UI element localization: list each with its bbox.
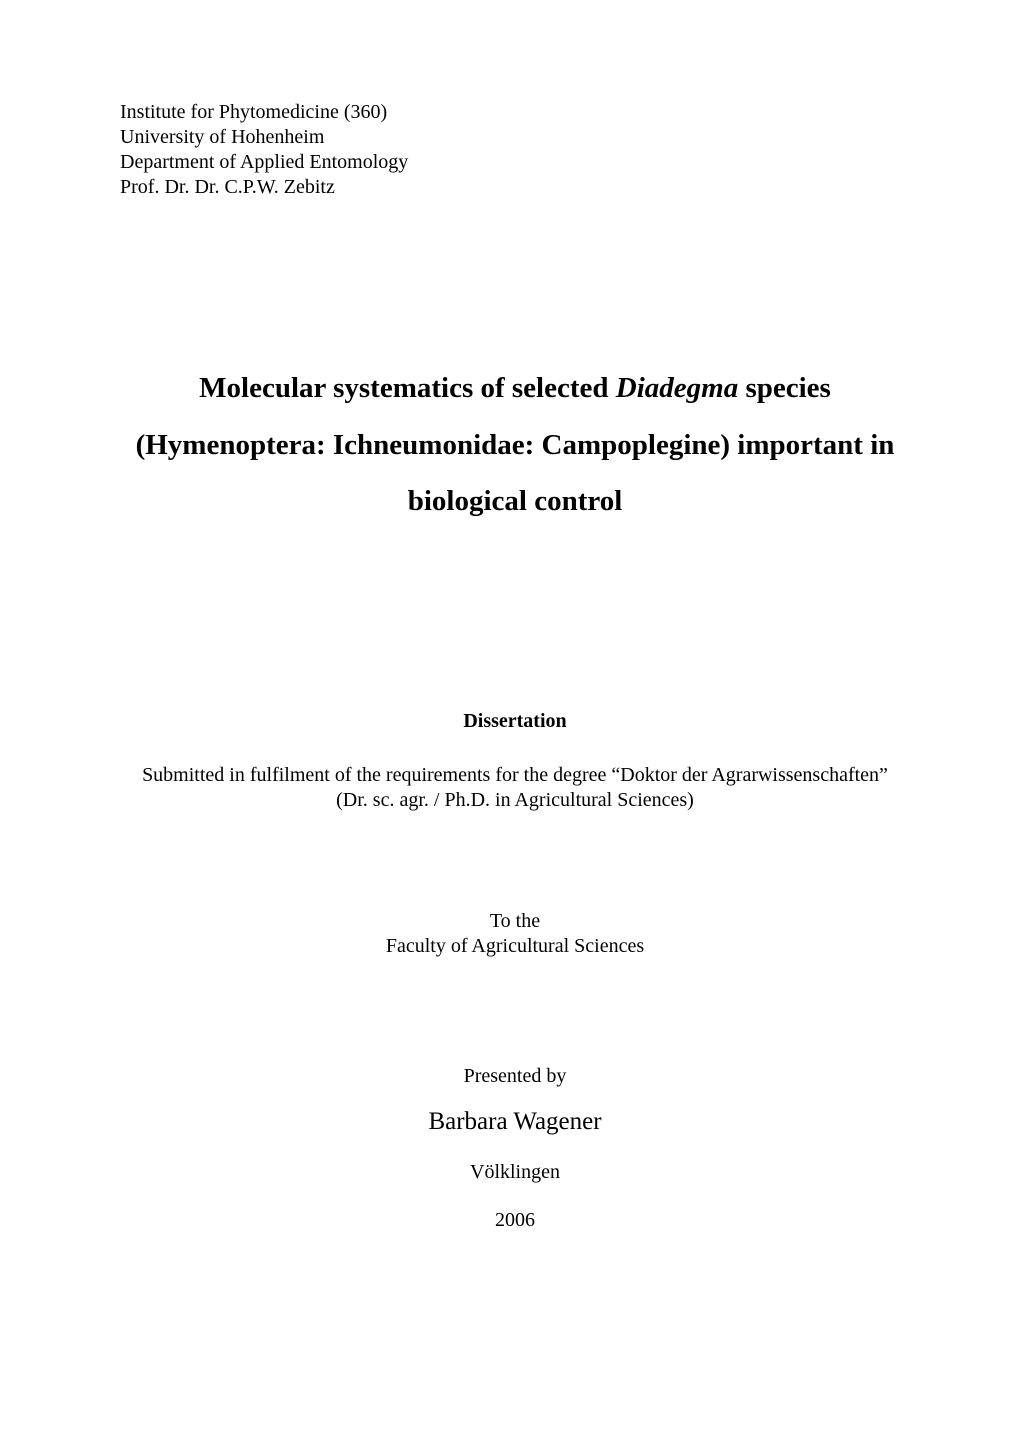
affiliation-line-department: Department of Applied Entomology (120, 150, 910, 175)
title-line-3: biological control (120, 473, 910, 530)
affiliation-line-institute: Institute for Phytomedicine (360) (120, 100, 910, 125)
page: Institute for Phytomedicine (360) Univer… (0, 0, 1020, 1443)
year: 2006 (120, 1209, 910, 1232)
title-line-2: (Hymenoptera: Ichneumonidae: Campoplegin… (120, 417, 910, 474)
to-faculty-line-2: Faculty of Agricultural Sciences (120, 934, 910, 960)
to-faculty-line-1: To the (120, 909, 910, 935)
title-line-1-italic: Diadegma (616, 372, 738, 404)
submitted-line-1: Submitted in fulfilment of the requireme… (120, 763, 910, 789)
affiliation-block: Institute for Phytomedicine (360) Univer… (120, 100, 910, 200)
title-line-1-pre: Molecular systematics of selected (199, 372, 616, 404)
author-name: Barbara Wagener (120, 1108, 910, 1136)
submitted-line-2: (Dr. sc. agr. / Ph.D. in Agricultural Sc… (120, 788, 910, 814)
title-block: Molecular systematics of selected Diadeg… (120, 360, 910, 530)
submitted-block: Submitted in fulfilment of the requireme… (120, 763, 910, 814)
to-faculty-block: To the Faculty of Agricultural Sciences (120, 909, 910, 960)
presented-by-label: Presented by (120, 1065, 910, 1088)
author-place: Völklingen (120, 1161, 910, 1184)
affiliation-line-university: University of Hohenheim (120, 125, 910, 150)
dissertation-label: Dissertation (120, 710, 910, 733)
title-line-1: Molecular systematics of selected Diadeg… (120, 360, 910, 417)
title-line-1-post: species (738, 372, 831, 404)
affiliation-line-professor: Prof. Dr. Dr. C.P.W. Zebitz (120, 175, 910, 200)
